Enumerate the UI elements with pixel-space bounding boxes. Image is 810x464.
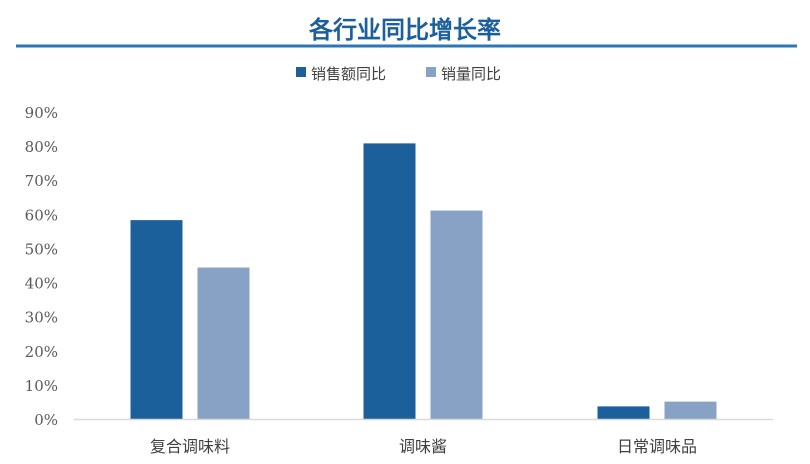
bars (130, 143, 717, 420)
legend-swatch (296, 67, 306, 77)
bar-sales (130, 220, 183, 419)
y-tick-label: 10% (25, 377, 58, 395)
y-tick-label: 90% (25, 104, 58, 122)
y-tick-label: 0% (34, 411, 58, 429)
legend-label: 销售额同比 (311, 65, 386, 83)
y-tick-label: 40% (25, 275, 58, 293)
bar-volume (197, 267, 250, 419)
x-tick-label: 调味酱 (399, 437, 447, 456)
y-tick-label: 20% (25, 343, 58, 361)
y-tick-label: 80% (25, 138, 58, 156)
x-tick-label: 日常调味品 (617, 437, 697, 456)
bar-volume (430, 210, 483, 419)
bar-sales (363, 143, 416, 420)
y-axis: 0% 10% 20% 30% 40% 50% 60% 70% 80% 90% (25, 104, 58, 429)
x-tick-label: 复合调味料 (150, 437, 230, 456)
y-tick-label: 50% (25, 240, 58, 258)
legend-swatch (426, 67, 436, 77)
legend: 销售额同比 销量同比 (296, 65, 501, 83)
bar-sales (597, 406, 650, 419)
bar-volume (664, 401, 717, 419)
y-tick-label: 60% (25, 206, 58, 224)
y-tick-label: 70% (25, 172, 58, 190)
legend-label: 销量同比 (441, 65, 501, 83)
chart-title: 各行业同比增长率 (308, 15, 501, 44)
y-tick-label: 30% (25, 309, 58, 327)
x-axis: 复合调味料 调味酱 日常调味品 (150, 437, 697, 456)
